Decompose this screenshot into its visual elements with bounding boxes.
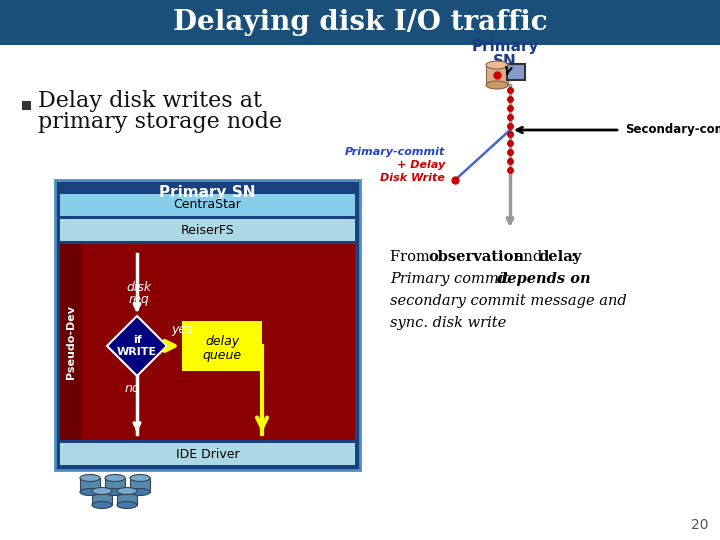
Ellipse shape <box>117 488 137 495</box>
Text: From: From <box>390 250 434 264</box>
Text: IDE Driver: IDE Driver <box>176 448 239 461</box>
FancyBboxPatch shape <box>60 244 82 440</box>
Polygon shape <box>107 316 167 376</box>
FancyBboxPatch shape <box>105 478 125 492</box>
FancyBboxPatch shape <box>92 491 112 505</box>
Text: delay: delay <box>205 335 239 348</box>
Text: secondary commit message and: secondary commit message and <box>390 294 626 308</box>
Text: 20: 20 <box>690 518 708 532</box>
Text: Primary-commit: Primary-commit <box>345 147 445 157</box>
FancyBboxPatch shape <box>22 101 31 110</box>
FancyBboxPatch shape <box>55 180 360 470</box>
Ellipse shape <box>486 81 508 89</box>
Ellipse shape <box>92 488 112 495</box>
Ellipse shape <box>105 475 125 482</box>
Text: yes: yes <box>171 323 193 336</box>
Text: and: and <box>510 250 547 264</box>
Ellipse shape <box>130 475 150 482</box>
FancyBboxPatch shape <box>486 65 508 85</box>
Ellipse shape <box>80 489 100 496</box>
FancyBboxPatch shape <box>130 478 150 492</box>
Ellipse shape <box>92 502 112 509</box>
FancyBboxPatch shape <box>60 219 355 241</box>
Ellipse shape <box>117 502 137 509</box>
Text: Disk Write: Disk Write <box>380 173 445 183</box>
Ellipse shape <box>130 489 150 496</box>
Text: no: no <box>125 382 140 395</box>
FancyBboxPatch shape <box>117 491 137 505</box>
Text: primary storage node: primary storage node <box>38 111 282 133</box>
Text: delay: delay <box>538 250 581 264</box>
Text: + Delay: + Delay <box>397 160 445 170</box>
Text: ReiserFS: ReiserFS <box>181 224 235 237</box>
Text: Delaying disk I/O traffic: Delaying disk I/O traffic <box>173 10 547 37</box>
Text: SN: SN <box>493 53 517 69</box>
FancyBboxPatch shape <box>60 244 355 440</box>
Ellipse shape <box>486 61 508 69</box>
Ellipse shape <box>105 489 125 496</box>
Text: queue: queue <box>202 349 242 362</box>
FancyBboxPatch shape <box>182 321 262 371</box>
Text: observation: observation <box>428 250 524 264</box>
Text: req: req <box>129 293 149 306</box>
FancyBboxPatch shape <box>60 443 355 465</box>
FancyBboxPatch shape <box>507 64 525 80</box>
Text: CentraStar: CentraStar <box>174 199 241 212</box>
Text: disk: disk <box>127 281 152 294</box>
Text: Secondary-commit: Secondary-commit <box>625 124 720 137</box>
Text: :: : <box>570 250 575 264</box>
Text: Primary SN: Primary SN <box>159 186 256 200</box>
Text: sync. disk write: sync. disk write <box>390 316 506 330</box>
Text: Pseudo-Dev: Pseudo-Dev <box>66 305 76 379</box>
Text: depends on: depends on <box>497 272 590 286</box>
Text: if
WRITE: if WRITE <box>117 335 157 357</box>
FancyBboxPatch shape <box>60 194 355 216</box>
FancyBboxPatch shape <box>0 0 720 45</box>
Text: Primary: Primary <box>472 39 539 55</box>
Text: Delay disk writes at: Delay disk writes at <box>38 90 262 112</box>
Ellipse shape <box>80 475 100 482</box>
Text: Primary commit: Primary commit <box>390 272 514 286</box>
FancyBboxPatch shape <box>80 478 100 492</box>
